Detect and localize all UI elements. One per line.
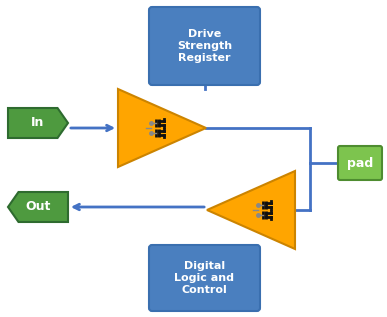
Text: Out: Out: [25, 200, 51, 214]
Text: Drive
Strength
Register: Drive Strength Register: [177, 29, 232, 62]
FancyBboxPatch shape: [338, 146, 382, 180]
Polygon shape: [8, 192, 68, 222]
Text: In: In: [31, 117, 45, 130]
Polygon shape: [207, 171, 295, 249]
Text: Digital
Logic and
Control: Digital Logic and Control: [175, 262, 235, 294]
FancyBboxPatch shape: [149, 7, 260, 85]
Text: pad: pad: [347, 157, 373, 170]
Polygon shape: [8, 108, 68, 138]
Polygon shape: [118, 89, 206, 167]
FancyBboxPatch shape: [149, 245, 260, 311]
